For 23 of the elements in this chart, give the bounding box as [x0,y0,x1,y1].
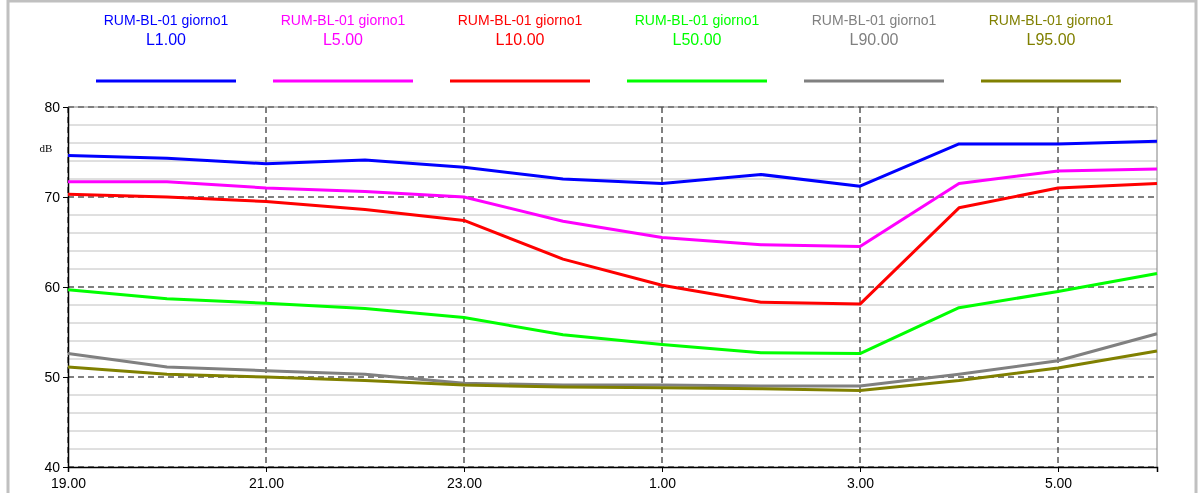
x-tick-label: 3.00 [846,474,875,491]
y-tick-label: 50 [44,368,61,385]
text: RUM-BL-01 giorno1 L5.00 [280,12,406,48]
line-series [66,272,1159,356]
text: RUM-BL-01 giorno1 L10.00 [457,12,583,48]
text: RUM-BL-01 giorno1 L50.00 [634,12,760,48]
y-tick-label: 40 [44,458,61,475]
y-tick-label: 80 [44,98,61,115]
x-tick-label: 1.00 [648,474,677,491]
text: RUM-BL-01 giorno1 L90.00 [811,12,937,48]
line-series [66,167,1159,248]
x-tick-label: 21.00 [248,474,285,491]
x-tick-label: 19.00 [50,474,87,491]
y-axis-title: dB [39,142,53,154]
x-tick-label: 5.00 [1044,474,1073,491]
text: RUM-BL-01 giorno1 L1.00 [103,12,229,48]
line-series [66,139,1159,188]
line-series [66,182,1159,306]
y-tick-label: 60 [44,278,61,295]
y-tick-label: 70 [44,188,61,205]
text: RUM-BL-01 giorno1 L95.00 [988,12,1114,48]
x-tick-label: 23.00 [446,474,483,491]
line-series [66,349,1159,392]
